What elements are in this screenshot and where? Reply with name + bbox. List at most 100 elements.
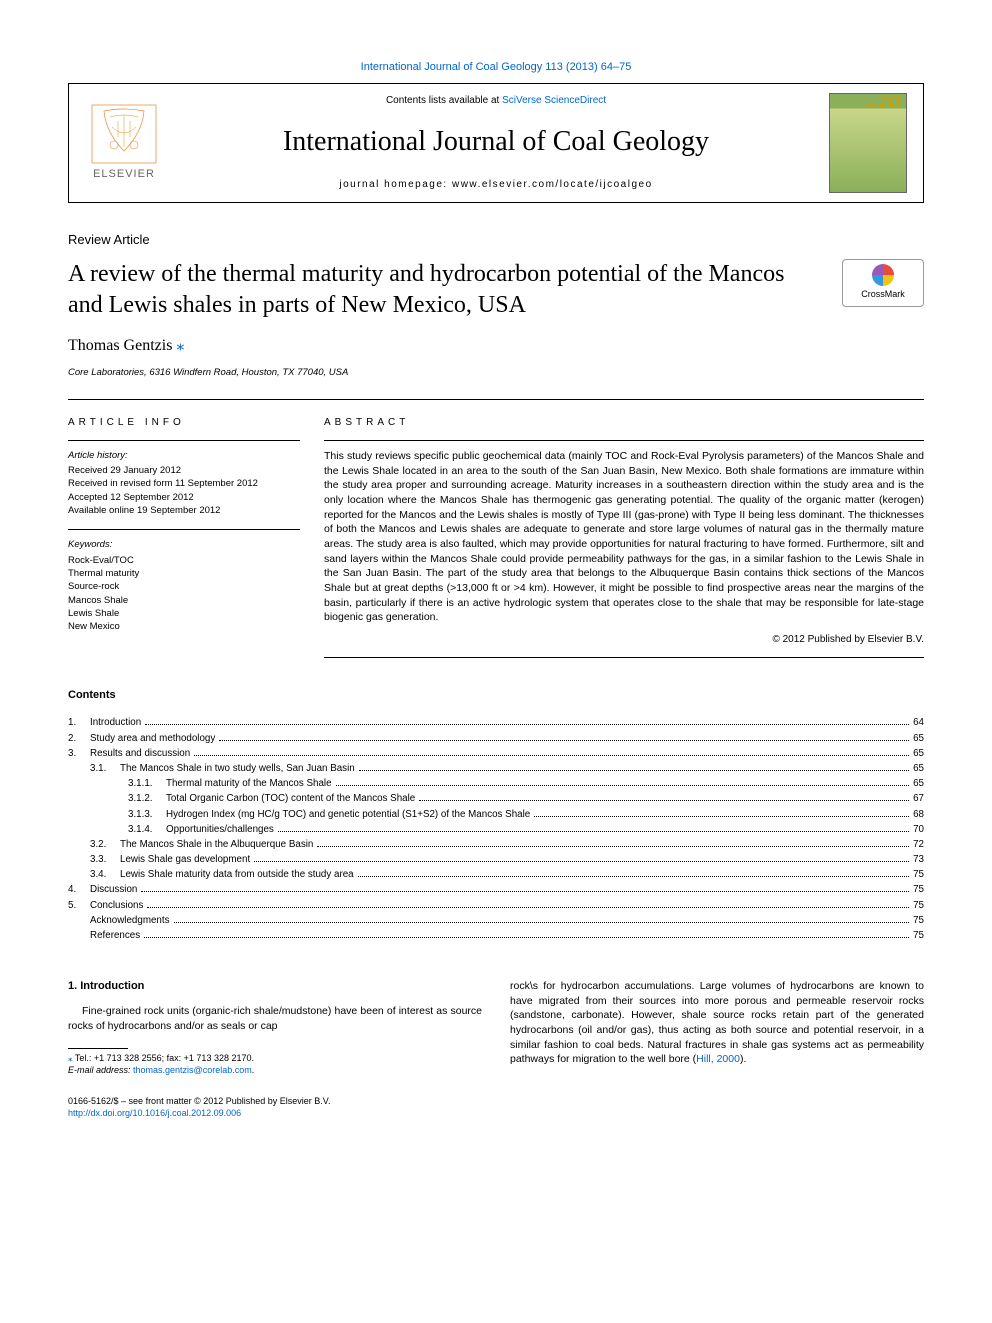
toc-number: 2.: [68, 731, 90, 746]
history-revised: Received in revised form 11 September 20…: [68, 477, 300, 490]
toc-entry[interactable]: 1.Introduction64: [68, 715, 924, 730]
elsevier-logo: ELSEVIER: [84, 103, 164, 183]
toc-entry[interactable]: 3.4.Lewis Shale maturity data from outsi…: [68, 867, 924, 882]
toc-label: References: [90, 928, 140, 943]
svg-text:ELSEVIER: ELSEVIER: [93, 168, 155, 180]
toc-label: Acknowledgments: [90, 913, 170, 928]
toc-number: 3.1.2.: [128, 791, 166, 806]
toc-label: The Mancos Shale in the Albuquerque Basi…: [120, 837, 313, 852]
toc-label: Conclusions: [90, 898, 143, 913]
doi-link[interactable]: http://dx.doi.org/10.1016/j.coal.2012.09…: [68, 1108, 241, 1118]
abstract: abstract This study reviews specific pub…: [324, 416, 924, 658]
toc-number: 3.3.: [90, 852, 120, 867]
toc-entry[interactable]: 3.2.The Mancos Shale in the Albuquerque …: [68, 837, 924, 852]
keyword: Thermal maturity: [68, 567, 300, 580]
journal-cover-cell: COAL GEOLOGY: [813, 84, 923, 201]
toc-entry[interactable]: 3.Results and discussion65: [68, 746, 924, 761]
toc-leader-dots: [534, 816, 909, 817]
toc-number: 5.: [68, 898, 90, 913]
toc-page: 75: [913, 913, 924, 928]
article-info-heading: article info: [68, 416, 300, 430]
citation-link[interactable]: Hill, 2000: [696, 1053, 740, 1065]
toc-page: 65: [913, 776, 924, 791]
toc-leader-dots: [419, 800, 909, 801]
article-history-heading: Article history:: [68, 449, 300, 462]
sciencedirect-link[interactable]: SciVerse ScienceDirect: [502, 95, 606, 106]
toc-entry[interactable]: References75: [68, 928, 924, 943]
toc-entry[interactable]: 5.Conclusions 75: [68, 898, 924, 913]
abstract-heading: abstract: [324, 416, 924, 430]
corresponding-footnote: ⁎ Tel.: +1 713 328 2556; fax: +1 713 328…: [68, 1053, 482, 1076]
toc-label: Introduction: [90, 715, 141, 730]
email-suffix: .: [252, 1065, 255, 1075]
toc-number: 3.1.: [90, 761, 120, 776]
crossmark-icon: [872, 264, 894, 286]
toc-entry[interactable]: 3.3.Lewis Shale gas development73: [68, 852, 924, 867]
journal-citation[interactable]: International Journal of Coal Geology 11…: [68, 60, 924, 75]
author-email-link[interactable]: thomas.gentzis@corelab.com: [133, 1065, 252, 1075]
toc-entry[interactable]: 3.1.2.Total Organic Carbon (TOC) content…: [68, 791, 924, 806]
toc-leader-dots: [219, 740, 909, 741]
journal-header-center: Contents lists available at SciVerse Sci…: [179, 84, 813, 201]
toc-page: 64: [913, 715, 924, 730]
toc-leader-dots: [145, 724, 909, 725]
toc-leader-dots: [141, 891, 909, 892]
toc-entry[interactable]: 4.Discussion75: [68, 882, 924, 897]
abstract-copyright: © 2012 Published by Elsevier B.V.: [324, 633, 924, 647]
toc-page: 72: [913, 837, 924, 852]
toc-number: 3.1.1.: [128, 776, 166, 791]
toc-leader-dots: [194, 755, 909, 756]
author-name: Thomas Gentzis: [68, 337, 172, 354]
toc-leader-dots: [358, 876, 909, 877]
article-footer-info: 0166-5162/$ – see front matter © 2012 Pu…: [68, 1096, 924, 1119]
toc-number: 3.1.3.: [128, 807, 166, 822]
toc-label: Lewis Shale maturity data from outside t…: [120, 867, 354, 882]
toc-label: Total Organic Carbon (TOC) content of th…: [166, 791, 415, 806]
toc-entry[interactable]: 3.1.3.Hydrogen Index (mg HC/g TOC) and g…: [68, 807, 924, 822]
toc-number: 3.1.4.: [128, 822, 166, 837]
homepage-url[interactable]: www.elsevier.com/locate/ijcoalgeo: [452, 179, 653, 190]
toc-leader-dots: [147, 907, 909, 908]
toc-entry[interactable]: 3.1.4.Opportunities/challenges70: [68, 822, 924, 837]
front-matter-line: 0166-5162/$ – see front matter © 2012 Pu…: [68, 1096, 924, 1108]
toc-page: 67: [913, 791, 924, 806]
keyword: Rock-Eval/TOC: [68, 554, 300, 567]
right-column: rock\s for hydrocarbon accumulations. La…: [510, 979, 924, 1076]
keyword: Source-rock: [68, 580, 300, 593]
journal-cover-icon: COAL GEOLOGY: [829, 93, 907, 193]
toc-page: 70: [913, 822, 924, 837]
toc-number: 3.2.: [90, 837, 120, 852]
toc-leader-dots: [278, 831, 909, 832]
toc-entry[interactable]: 2.Study area and methodology65: [68, 731, 924, 746]
toc-page: 75: [913, 867, 924, 882]
toc-leader-dots: [174, 922, 910, 923]
introduction-heading: 1. Introduction: [68, 979, 482, 994]
abstract-body: This study reviews specific public geoch…: [324, 440, 924, 625]
affiliation: Core Laboratories, 6316 Windfern Road, H…: [68, 366, 924, 379]
toc-page: 65: [913, 761, 924, 776]
toc-page: 65: [913, 731, 924, 746]
toc-leader-dots: [317, 846, 909, 847]
toc-label: Lewis Shale gas development: [120, 852, 250, 867]
journal-name: International Journal of Coal Geology: [187, 122, 805, 161]
keywords-heading: Keywords:: [68, 538, 300, 551]
toc-label: Hydrogen Index (mg HC/g TOC) and genetic…: [166, 807, 530, 822]
toc-label: Thermal maturity of the Mancos Shale: [166, 776, 332, 791]
toc-entry[interactable]: 3.1.1.Thermal maturity of the Mancos Sha…: [68, 776, 924, 791]
contents-available-line: Contents lists available at SciVerse Sci…: [187, 94, 805, 108]
footnote-tel: Tel.: +1 713 328 2556; fax: +1 713 328 2…: [73, 1053, 255, 1063]
keyword: Lewis Shale: [68, 607, 300, 620]
crossmark-badge[interactable]: CrossMark: [842, 259, 924, 307]
keyword: Mancos Shale: [68, 594, 300, 607]
keyword: New Mexico: [68, 620, 300, 633]
toc-label: Results and discussion: [90, 746, 190, 761]
toc-page: 68: [913, 807, 924, 822]
authors: Thomas Gentzis ⁎: [68, 335, 924, 357]
toc-entry[interactable]: Acknowledgments 75: [68, 913, 924, 928]
toc-number: 3.: [68, 746, 90, 761]
corresponding-author-marker[interactable]: ⁎: [176, 337, 184, 354]
toc-entry[interactable]: 3.1.The Mancos Shale in two study wells,…: [68, 761, 924, 776]
toc-page: 75: [913, 898, 924, 913]
article-info: article info Article history: Received 2…: [68, 416, 300, 658]
toc-page: 75: [913, 882, 924, 897]
